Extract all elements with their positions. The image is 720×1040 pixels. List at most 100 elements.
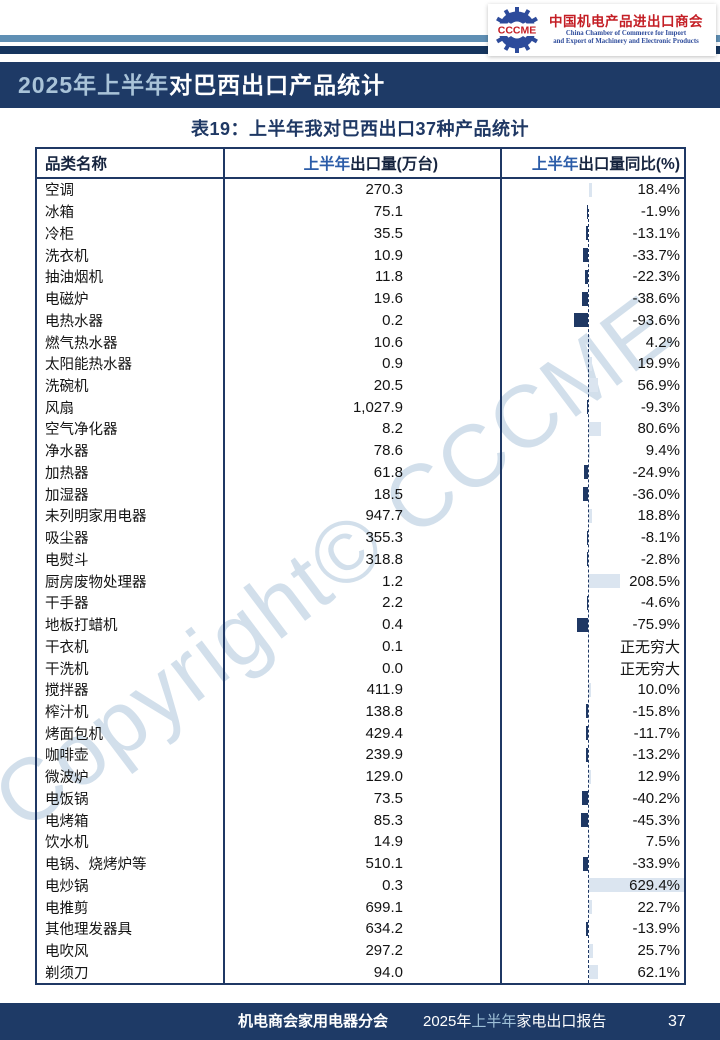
yoy-value: -33.7% (632, 246, 680, 264)
table-row: 加热器 61.8 -24.9% (37, 461, 684, 484)
table-row: 抽油烟机 11.8 -22.3% (37, 265, 684, 288)
positive-data-bar (589, 335, 590, 349)
yoy-cell: 4.2% (502, 331, 684, 353)
category-name-cell: 未列明家用电器 (37, 505, 225, 527)
table-row: 洗碗机 20.5 56.9% (37, 374, 684, 397)
category-name-cell: 咖啡壶 (37, 744, 225, 766)
export-volume-cell: 75.1 (225, 200, 502, 223)
positive-data-bar (589, 508, 592, 523)
category-name-cell: 电饭锅 (37, 787, 225, 810)
category-name-cell: 其他理发器具 (37, 917, 225, 940)
category-name-cell: 榨汁机 (37, 700, 225, 723)
negative-data-bar (586, 226, 588, 241)
export-volume-cell: 0.2 (225, 309, 502, 332)
export-volume-cell: 947.7 (225, 505, 502, 527)
export-volume-cell: 0.1 (225, 635, 502, 658)
yoy-cell: -9.3% (502, 396, 684, 418)
category-name-cell: 风扇 (37, 396, 225, 419)
yoy-cell: 10.0% (502, 679, 684, 701)
category-name-cell: 洗衣机 (37, 244, 225, 266)
category-name-cell: 微波炉 (37, 765, 225, 788)
table-row: 搅拌器 411.9 10.0% (37, 678, 684, 701)
positive-data-bar (589, 965, 599, 980)
category-name-cell: 地板打蜡机 (37, 613, 225, 636)
yoy-value: 10.0% (637, 681, 680, 699)
column-header-category: 品类名称 (37, 149, 225, 177)
table-row: 电磁炉 19.6 -38.6% (37, 287, 684, 310)
table-row: 咖啡壶 239.9 -13.2% (37, 744, 684, 766)
category-name-cell: 电磁炉 (37, 287, 225, 310)
table-header-row: 品类名称 上半年 出口量(万台) 上半年 出口量同比(%) (37, 149, 684, 179)
category-name-cell: 太阳能热水器 (37, 352, 225, 375)
table-row: 剃须刀 94.0 62.1% (37, 961, 684, 984)
yoy-cell: 56.9% (502, 375, 684, 397)
table-row: 干洗机 0.0 正无穷大 (37, 657, 684, 679)
category-name-cell: 电烤箱 (37, 809, 225, 832)
yoy-value: 9.4% (645, 442, 680, 460)
export-volume-cell: 297.2 (225, 939, 502, 962)
category-name-cell: 搅拌器 (37, 678, 225, 701)
negative-data-bar (582, 487, 588, 502)
yoy-cell: -13.2% (502, 744, 684, 766)
category-name-cell: 冷柜 (37, 222, 225, 245)
category-name-cell: 电吹风 (37, 939, 225, 962)
export-volume-cell: 129.0 (225, 765, 502, 788)
positive-data-bar (589, 900, 593, 915)
export-volume-cell: 0.0 (225, 657, 502, 679)
yoy-cell: -4.6% (502, 592, 684, 614)
export-volume-cell: 11.8 (225, 265, 502, 288)
logo-english-name-line1: China Chamber of Commerce for Import (565, 29, 687, 37)
yoy-value: 208.5% (629, 572, 680, 590)
yoy-cell: -8.1% (502, 527, 684, 549)
positive-data-bar (589, 356, 592, 371)
negative-data-bar (585, 704, 588, 719)
yoy-value: -8.1% (640, 529, 680, 547)
yoy-value: 22.7% (637, 898, 680, 916)
positive-data-bar (589, 378, 598, 393)
logo-english-name-line2: and Export of Machinery and Electronic P… (553, 37, 699, 45)
yoy-cell: -11.7% (502, 722, 684, 744)
export-volume-cell: 35.5 (225, 222, 502, 245)
table-row: 电吹风 297.2 25.7% (37, 939, 684, 962)
negative-data-bar (586, 530, 588, 545)
yoy-value: 629.4% (629, 876, 680, 894)
yoy-value: -1.9% (640, 203, 680, 221)
export-volume-cell: 699.1 (225, 896, 502, 918)
positive-data-bar (589, 769, 591, 784)
export-volume-cell: 239.9 (225, 744, 502, 766)
table-row: 烤面包机 429.4 -11.7% (37, 722, 684, 745)
category-name-cell: 干洗机 (37, 657, 225, 679)
yoy-value: -75.9% (632, 616, 680, 634)
positive-data-bar (589, 943, 593, 958)
yoy-value: -15.8% (632, 702, 680, 720)
export-volume-cell: 411.9 (225, 678, 502, 701)
yoy-value: -24.9% (632, 463, 680, 481)
yoy-value: 正无穷大 (619, 638, 680, 656)
positive-data-bar (589, 834, 591, 849)
export-volume-cell: 355.3 (225, 526, 502, 549)
negative-data-bar (584, 465, 588, 480)
table-row: 太阳能热水器 0.9 19.9% (37, 352, 684, 375)
yoy-value: -93.6% (632, 311, 680, 329)
negative-data-bar (586, 726, 588, 741)
category-name-cell: 净水器 (37, 439, 225, 462)
negative-data-bar (587, 595, 588, 610)
yoy-cell: -1.9% (502, 201, 684, 223)
category-name-cell: 干衣机 (37, 635, 225, 658)
yoy-cell: -33.9% (502, 853, 684, 875)
table-row: 地板打蜡机 0.4 -75.9% (37, 613, 684, 636)
yoy-cell: 正无穷大 (502, 657, 684, 679)
negative-data-bar (582, 291, 588, 306)
table-row: 未列明家用电器 947.7 18.8% (37, 505, 684, 527)
table-row: 厨房废物处理器 1.2 208.5% (37, 570, 684, 592)
table-row: 净水器 78.6 9.4% (37, 439, 684, 462)
category-name-cell: 电锅、烧烤炉等 (37, 852, 225, 875)
yoy-value: 7.5% (645, 833, 680, 851)
yoy-value: -4.6% (640, 594, 680, 612)
negative-data-bar (582, 856, 588, 871)
table-row: 电推剪 699.1 22.7% (37, 896, 684, 918)
table-row: 微波炉 129.0 12.9% (37, 765, 684, 788)
yoy-cell: -36.0% (502, 483, 684, 505)
footer-bar: 机电商会家用电器分会 2025年上半年家电出口报告 37 (0, 1003, 720, 1040)
yoy-cell: -13.1% (502, 222, 684, 244)
